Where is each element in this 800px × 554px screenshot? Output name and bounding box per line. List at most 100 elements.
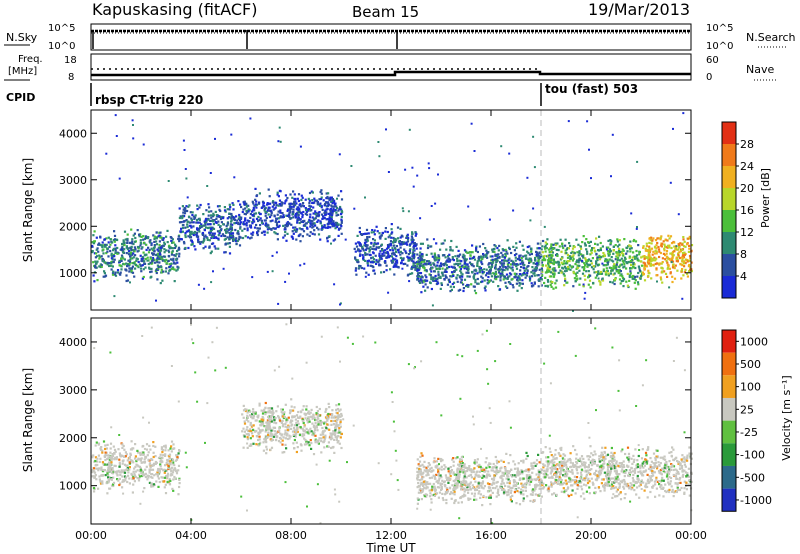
echo-cell — [477, 259, 481, 262]
echo-cell — [286, 196, 289, 200]
echo-cell — [337, 209, 340, 212]
echo-cell — [660, 266, 663, 270]
echo-cell — [291, 415, 294, 418]
echo-cell — [549, 259, 552, 262]
echo-cell — [405, 236, 408, 239]
echo-cell — [395, 239, 398, 242]
echo-cell — [604, 264, 607, 267]
echo-cell — [252, 442, 255, 445]
echo-cell — [174, 477, 177, 480]
echo-cell — [529, 257, 532, 260]
echo-cell — [319, 238, 322, 241]
echo-cell — [183, 214, 186, 218]
echo-cell — [420, 253, 423, 256]
echo-cell — [273, 421, 276, 424]
echo-cell — [249, 437, 252, 440]
echo-cell — [478, 265, 481, 269]
echo-cell — [490, 262, 493, 265]
echo-cell — [459, 281, 462, 284]
echo-cell — [443, 254, 446, 257]
echo-cell — [340, 221, 343, 224]
echo-cell — [175, 472, 179, 475]
echo-cell — [294, 226, 297, 229]
echo-cell — [649, 262, 652, 265]
echo-cell — [114, 274, 118, 277]
echo-cell — [462, 468, 465, 471]
echo-cell — [540, 248, 543, 251]
echo-cell — [419, 242, 423, 245]
echo-cell — [421, 258, 424, 261]
echo-cell — [130, 269, 133, 272]
echo-cell — [607, 254, 610, 257]
echo-cell — [366, 236, 369, 239]
echo-cell — [288, 412, 292, 415]
echo-cell — [532, 262, 535, 265]
echo-cell — [475, 248, 478, 251]
echo-cell — [519, 262, 522, 265]
echo-cell — [468, 482, 471, 485]
echo-cell — [119, 271, 122, 274]
echo-cell — [481, 270, 484, 273]
echo-cell — [334, 224, 338, 227]
echo-cell — [279, 432, 282, 435]
echo-cell — [316, 429, 319, 432]
echo-cell — [174, 243, 177, 246]
echo-cell — [659, 276, 662, 279]
echo-cell — [323, 217, 326, 220]
echo-cell — [569, 244, 572, 247]
echo-cell — [473, 258, 476, 261]
echo-cell — [296, 416, 300, 419]
echo-cell — [460, 271, 463, 274]
echo-cell — [395, 245, 398, 248]
power-frame — [90, 109, 692, 311]
echo-cell — [234, 221, 238, 225]
echo-cell — [535, 459, 539, 462]
echo-cell — [373, 233, 376, 236]
echo-cell — [525, 274, 528, 277]
echo-cell — [334, 425, 338, 428]
echo-cell — [336, 197, 338, 200]
echo-cell — [147, 451, 150, 454]
echo-cell — [178, 240, 181, 243]
echo-cell — [590, 249, 593, 252]
echo-cell — [169, 246, 172, 249]
echo-cell — [515, 474, 518, 477]
echo-cell — [482, 242, 485, 246]
echo-cell — [280, 410, 283, 413]
echo-cell — [181, 205, 184, 208]
echo-cell — [536, 274, 539, 277]
echo-cell — [363, 267, 366, 270]
echo-cell — [507, 261, 510, 264]
echo-cell — [647, 274, 650, 277]
echo-cell — [679, 248, 682, 251]
echo-cell — [209, 231, 212, 234]
echo-cell — [184, 246, 187, 250]
echo-cell — [601, 279, 605, 282]
echo-cell — [129, 253, 132, 256]
echo-cell — [501, 270, 504, 273]
nave-tick-bottom: 0 — [706, 72, 712, 83]
echo-cell — [262, 441, 265, 444]
echo-cell — [166, 458, 169, 462]
echo-cell — [126, 459, 129, 462]
echo-cell — [266, 228, 269, 231]
echo-cell — [596, 256, 599, 259]
echo-cell — [230, 133, 233, 136]
echo-cell — [207, 210, 210, 213]
echo-cell — [365, 240, 368, 243]
echo-cell — [279, 216, 282, 219]
colorbar-tick-label: 8 — [740, 248, 747, 261]
echo-cell — [450, 275, 453, 278]
echo-cell — [151, 476, 154, 479]
echo-cell — [570, 255, 573, 258]
echo-cell — [335, 211, 338, 214]
echo-cell — [547, 259, 550, 262]
echo-cell — [380, 271, 383, 274]
echo-cell — [332, 416, 335, 419]
echo-cell — [428, 262, 431, 265]
echo-cell — [549, 260, 552, 263]
echo-cell — [452, 274, 455, 277]
echo-cell — [419, 251, 422, 254]
echo-cell — [258, 218, 261, 222]
echo-cell — [295, 424, 299, 427]
